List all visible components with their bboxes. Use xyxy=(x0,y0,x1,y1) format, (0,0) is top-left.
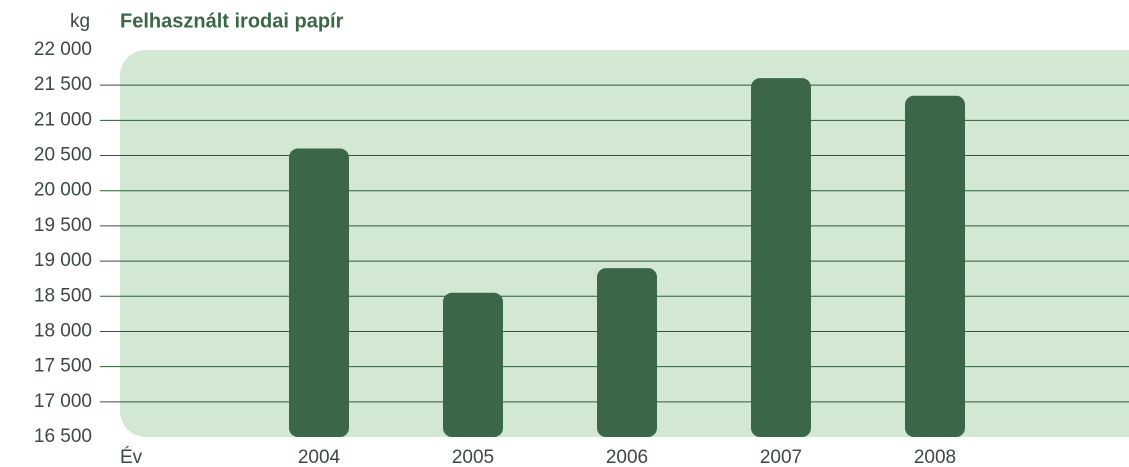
x-tick-label: 2008 xyxy=(914,447,956,467)
y-tick-label: 22 000 xyxy=(34,39,92,60)
y-tick-label: 17 000 xyxy=(34,391,92,412)
y-tick-label: 19 500 xyxy=(34,215,92,236)
y-tick-label: 21 000 xyxy=(34,109,92,130)
bar xyxy=(289,148,349,437)
bar xyxy=(443,292,503,437)
x-tick-label: 2005 xyxy=(452,447,494,467)
x-tick-label: 2006 xyxy=(606,447,648,467)
x-tick-label: 2004 xyxy=(298,447,341,467)
chart-title: Felhasznált irodai papír xyxy=(120,10,344,32)
bar xyxy=(597,268,657,437)
plot-area xyxy=(120,50,1129,437)
y-tick-label: 20 500 xyxy=(34,145,92,166)
bar xyxy=(905,95,965,438)
x-tick-label: 2007 xyxy=(760,447,802,467)
y-tick-label: 18 500 xyxy=(34,285,92,306)
bar xyxy=(751,78,811,438)
y-tick-label: 19 000 xyxy=(34,250,92,271)
y-tick-label: 17 500 xyxy=(34,356,92,377)
y-tick-label: 18 000 xyxy=(34,320,92,341)
y-tick-label: 20 000 xyxy=(34,180,92,201)
x-axis-label: Év xyxy=(120,447,143,467)
y-tick-label: 21 500 xyxy=(34,74,92,95)
y-tick-label: 16 500 xyxy=(34,426,92,447)
y-axis-label: kg xyxy=(70,11,90,32)
